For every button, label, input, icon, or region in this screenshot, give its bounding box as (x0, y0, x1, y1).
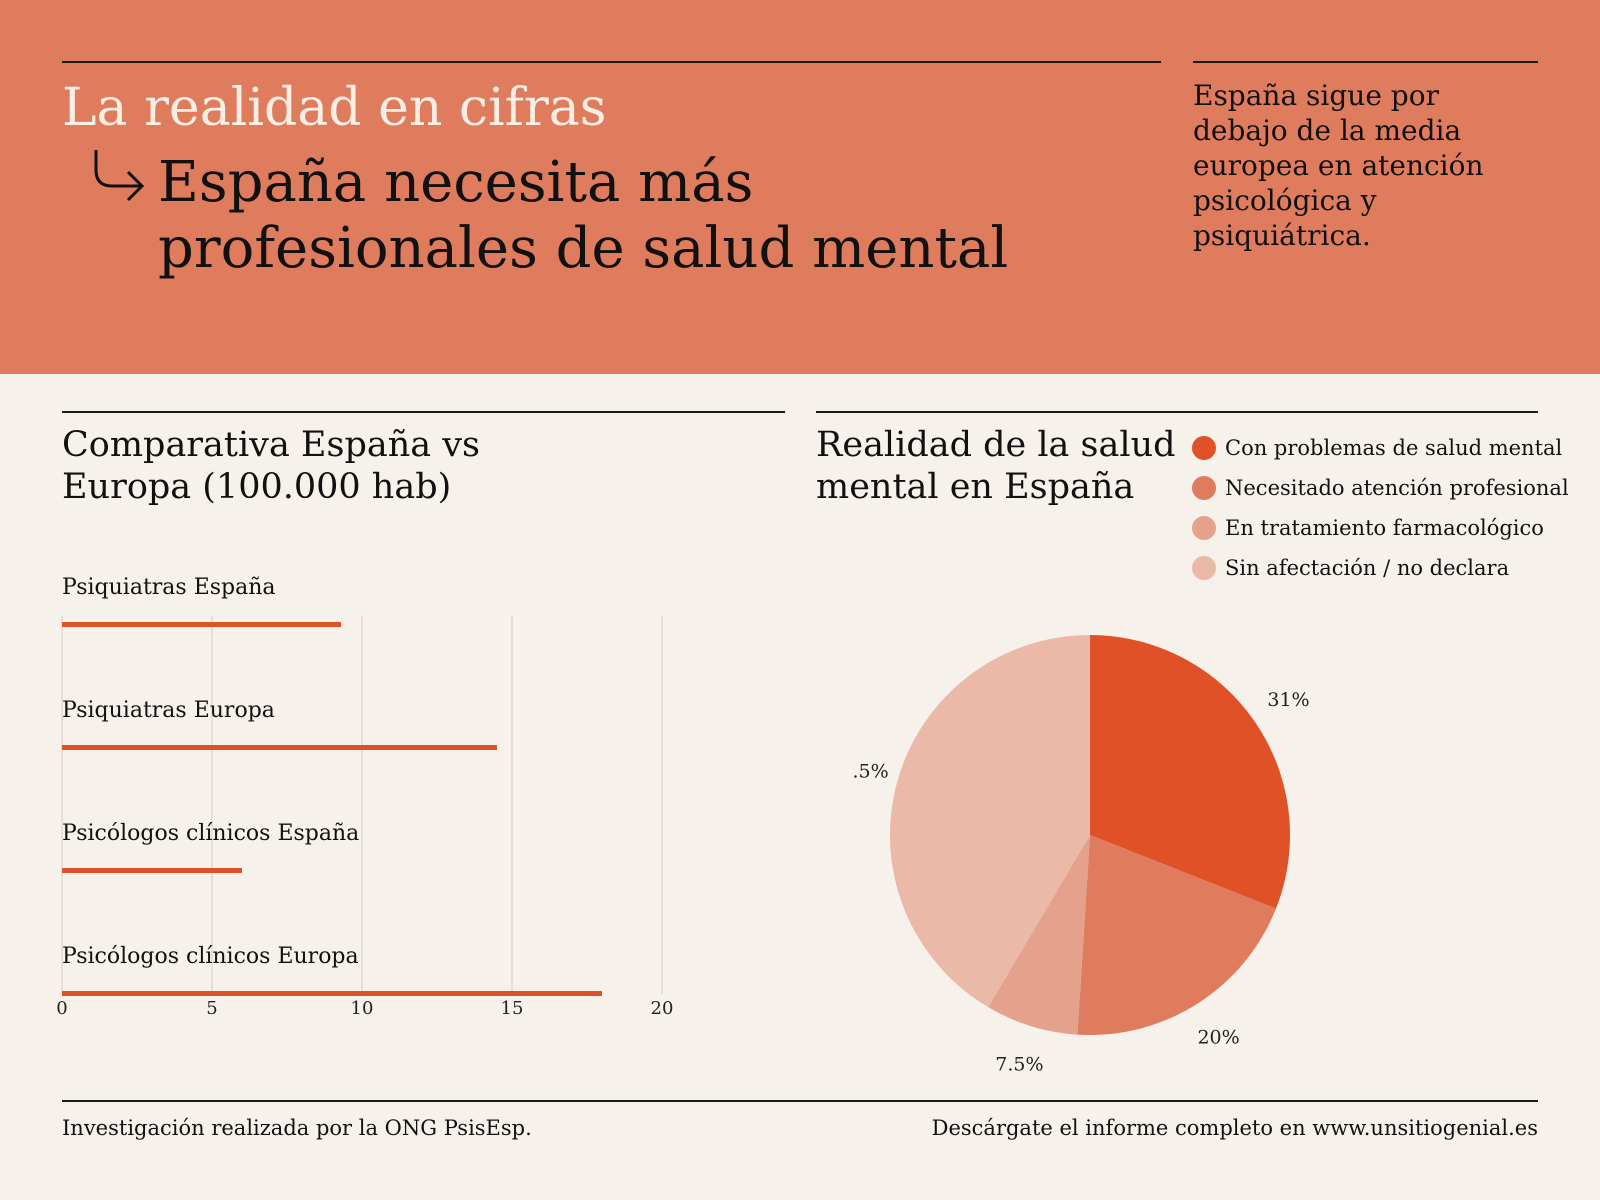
pie-value-label: 41.5% (850, 761, 889, 783)
headline-line-2: profesionales de salud mental (158, 216, 1009, 281)
bar-category-label: Psicólogos clínicos España (62, 821, 359, 846)
bar-chart-title-line-1: Comparativa España vs (62, 425, 480, 465)
pie-value-label: 7.5% (995, 1053, 1043, 1075)
bar-category-label: Psiquiatras Europa (62, 698, 275, 723)
pie-chart: 31% 20% 7.5% 41.5% (850, 635, 1310, 1075)
pie-slice (1090, 635, 1290, 909)
pie-value-label: 20% (1197, 1027, 1239, 1049)
bar (62, 868, 242, 873)
bar-category-label: Psicólogos clínicos Europa (62, 944, 359, 969)
arrow-turn-right-icon (94, 150, 145, 202)
bar-chart: 0 5 10 15 20 Psiquiatras España Psiquiatras Eu… (56, 575, 674, 1019)
legend-swatch (1192, 476, 1216, 500)
legend-item: Sin afectación / no declara (1192, 548, 1569, 588)
pie-chart-title-line-1: Realidad de la salud (816, 425, 1176, 465)
bar-x-tick-label: 15 (501, 998, 524, 1019)
legend-swatch (1192, 516, 1216, 540)
bar-x-tick-label: 10 (351, 998, 374, 1019)
legend-item: Necesitado atención profesional (1192, 468, 1569, 508)
bar (62, 622, 341, 627)
legend-label: En tratamiento farmacológico (1225, 516, 1544, 540)
pie-chart-title: Realidad de la salud mental en España (816, 424, 1176, 508)
pie-legend: Con problemas de salud mental Necesitado … (1192, 428, 1569, 588)
bar-chart-title-line-2: Europa (100.000 hab) (62, 467, 452, 507)
kicker-title: La realidad en cifras (62, 78, 607, 138)
legend-label: Con problemas de salud mental (1225, 436, 1563, 460)
pie-slice (1077, 835, 1276, 1035)
pie-chart-title-line-2: mental en España (816, 467, 1135, 507)
headline-line-1: España necesita más (158, 150, 754, 215)
legend-swatch (1192, 436, 1216, 460)
bar-category-label: Psiquiatras España (62, 575, 276, 600)
bar-chart-title: Comparativa España vs Europa (100.000 ha… (62, 424, 480, 508)
legend-item: En tratamiento farmacológico (1192, 508, 1569, 548)
bar (62, 991, 602, 996)
pie-slice (988, 835, 1090, 1035)
legend-swatch (1192, 556, 1216, 580)
pie-value-label: 31% (1267, 689, 1309, 711)
header-rule-left (62, 61, 1161, 63)
legend-item: Con problemas de salud mental (1192, 428, 1569, 468)
pie-slice (890, 635, 1090, 1008)
header-sidenote: España sigue por debajo de la media euro… (1193, 79, 1484, 252)
header-rule-right (1193, 61, 1538, 63)
bar (62, 745, 497, 750)
footer-rule (62, 1100, 1538, 1102)
bar-x-tick-label: 20 (651, 998, 674, 1019)
footer-download-link[interactable]: Descárgate el informe completo en www.un… (931, 1116, 1538, 1140)
legend-label: Necesitado atención profesional (1225, 476, 1569, 500)
bar-x-tick-label: 5 (206, 998, 217, 1019)
headline: España necesita más profesionales de sal… (158, 150, 1058, 282)
footer-credit: Investigación realizada por la ONG PsisE… (62, 1116, 532, 1140)
legend-label: Sin afectación / no declara (1225, 556, 1510, 580)
pie-section-rule (816, 411, 1538, 413)
bar-x-tick-label: 0 (56, 998, 67, 1019)
bar-section-rule (62, 411, 785, 413)
